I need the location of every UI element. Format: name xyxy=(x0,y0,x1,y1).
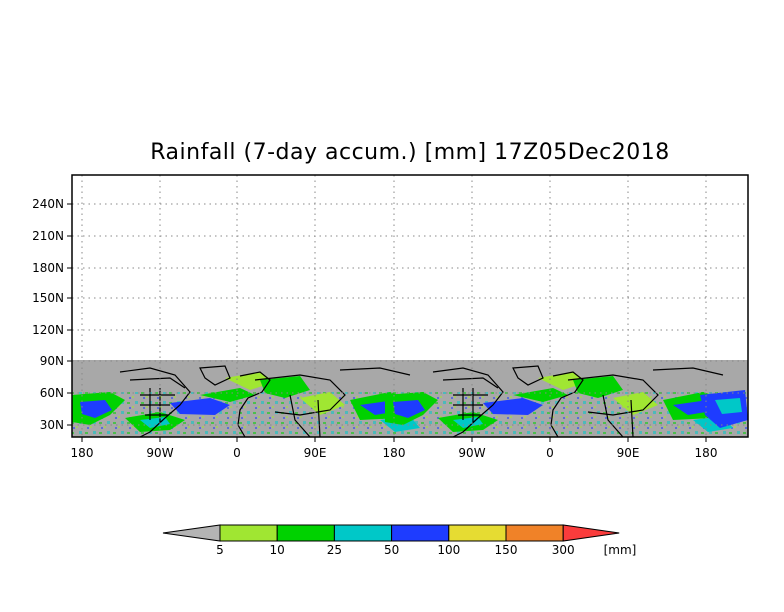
x-tick-label: 180 xyxy=(695,446,718,460)
x-tick-label: 0 xyxy=(233,446,241,460)
colorbar-value-label: 150 xyxy=(495,543,518,557)
page-title: Rainfall (7-day accum.) [mm] 17Z05Dec201… xyxy=(150,140,670,165)
colorbar-segment xyxy=(219,524,278,542)
colorbar-value-label: 5 xyxy=(216,543,224,557)
y-tick-label: 60N xyxy=(40,386,64,400)
x-tick-label: 90E xyxy=(304,446,327,460)
plot-frame xyxy=(71,174,749,438)
y-tick-label: 30N xyxy=(40,418,64,432)
x-tick-label: 90E xyxy=(617,446,640,460)
colorbar-segment xyxy=(276,524,335,542)
x-tick-label: 90W xyxy=(458,446,485,460)
y-axis: 240N 210N 180N 150N 120N 90N 60N 30N xyxy=(32,197,72,432)
x-tick-label: 180 xyxy=(383,446,406,460)
rain-swaths xyxy=(72,372,748,437)
colorbar-over-triangle xyxy=(562,524,620,542)
x-axis: 180 90W 0 90E 180 90W 0 90E 180 xyxy=(71,437,718,460)
colorbar-value-label: 50 xyxy=(384,543,399,557)
y-tick-label: 240N xyxy=(32,197,64,211)
colorbar-value-label: 300 xyxy=(552,543,575,557)
y-tick-label: 120N xyxy=(32,323,64,337)
data-field xyxy=(72,360,748,437)
y-tick-label: 210N xyxy=(32,229,64,243)
colorbar: 5 10 25 50 100 150 300 [mm] xyxy=(162,524,637,557)
x-tick-label: 180 xyxy=(71,446,94,460)
colorbar-segment xyxy=(505,524,564,542)
colorbar-segment xyxy=(448,524,507,542)
map-plot-area: 240N 210N 180N 150N 120N 90N 60N 30N 180 90W 0 90E… xyxy=(32,174,749,460)
y-tick-label: 90N xyxy=(40,354,64,368)
x-tick-label: 90W xyxy=(146,446,173,460)
y-tick-label: 180N xyxy=(32,261,64,275)
colorbar-under-triangle xyxy=(162,524,221,542)
colorbar-segment xyxy=(391,524,450,542)
y-tick-label: 150N xyxy=(32,291,64,305)
colorbar-value-label: 10 xyxy=(270,543,285,557)
coastline-copy-1 xyxy=(119,365,411,437)
colorbar-value-label: 100 xyxy=(437,543,460,557)
colorbar-value-label: 25 xyxy=(327,543,342,557)
x-tick-label: 0 xyxy=(546,446,554,460)
colorbar-unit-label: [mm] xyxy=(604,543,637,557)
colorbar-segment xyxy=(333,524,393,542)
